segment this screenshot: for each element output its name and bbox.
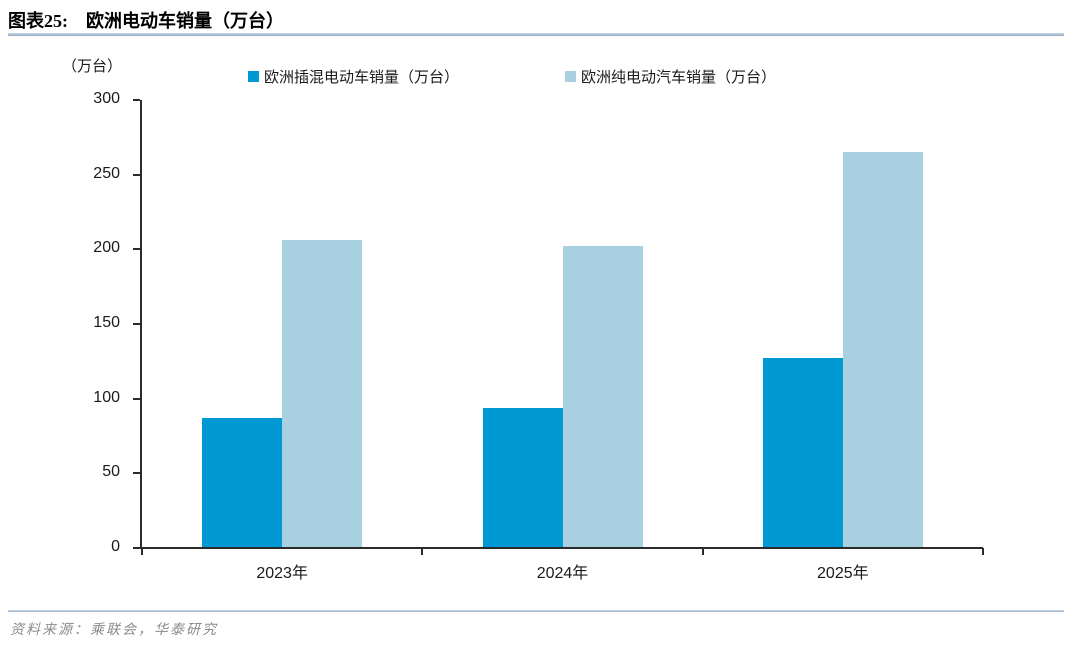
y-axis-tick-label: 300 xyxy=(93,90,120,107)
x-axis-category-label: 2024年 xyxy=(536,565,589,582)
legend-swatch-bev xyxy=(565,71,576,82)
y-axis-tick xyxy=(133,547,140,549)
y-axis-unit-label: （万台） xyxy=(62,59,123,75)
y-axis-tick-label: 250 xyxy=(93,164,120,182)
figure-header: 图表25: 欧洲电动车销量（万台） xyxy=(8,7,284,33)
x-axis-line xyxy=(140,547,983,549)
legend-item-phev: 欧洲插混电动车销量（万台） xyxy=(248,66,459,87)
y-axis-tick-label: 200 xyxy=(93,239,120,257)
x-axis-tick xyxy=(982,548,984,555)
legend-label-bev: 欧洲纯电动汽车销量（万台） xyxy=(581,70,777,86)
source-note: 资料来源：乘联会，华泰研究 xyxy=(10,623,218,638)
y-axis-tick xyxy=(133,397,140,400)
title-divider-line xyxy=(8,33,1064,36)
footer-divider-line xyxy=(8,610,1064,612)
bar-2024年-series1 xyxy=(562,246,643,547)
bar-2025年-series1 xyxy=(842,152,923,547)
y-axis-line xyxy=(140,100,142,548)
x-axis-tick xyxy=(701,548,704,555)
bar-2023年-series0 xyxy=(202,418,283,547)
y-axis-tick-label: 50 xyxy=(102,463,120,481)
y-axis-tick xyxy=(133,248,140,251)
bar-2023年-series1 xyxy=(282,240,363,547)
x-axis-category-label: 2023年 xyxy=(256,565,308,582)
y-axis-tick-label: 100 xyxy=(93,388,120,406)
y-axis-tick xyxy=(133,472,140,475)
y-axis-tick xyxy=(133,173,140,176)
bar-2025年-series0 xyxy=(762,358,843,547)
x-axis-tick xyxy=(421,548,424,555)
legend-item-bev: 欧洲纯电动汽车销量（万台） xyxy=(565,66,776,87)
x-axis-category-label: 2025年 xyxy=(817,565,869,582)
x-axis-tick xyxy=(141,548,143,555)
legend-label-phev: 欧洲插混电动车销量（万台） xyxy=(264,70,460,86)
y-axis-tick xyxy=(133,323,140,325)
bar-2024年-series0 xyxy=(482,407,563,547)
y-axis-tick xyxy=(133,99,140,101)
legend-swatch-phev xyxy=(248,71,259,82)
figure-number-label: 图表25: xyxy=(8,11,68,31)
figure-title: 欧洲电动车销量（万台） xyxy=(86,11,284,31)
y-axis-tick-label: 0 xyxy=(111,538,120,555)
y-axis-tick-label: 150 xyxy=(93,314,120,331)
